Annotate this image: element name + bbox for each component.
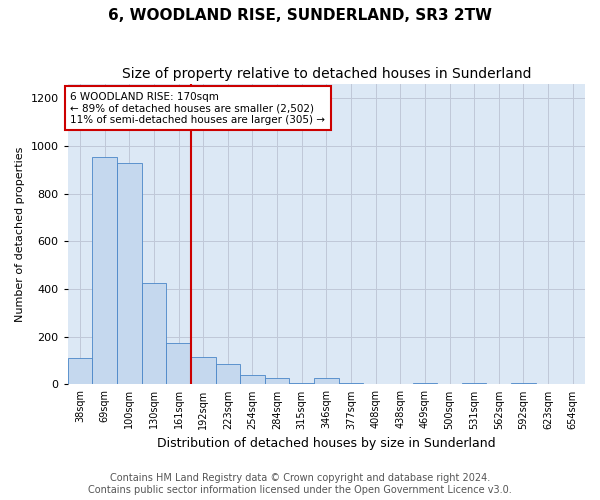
Bar bbox=[511, 383, 536, 384]
Bar bbox=[92, 157, 117, 384]
Bar bbox=[338, 383, 364, 384]
X-axis label: Distribution of detached houses by size in Sunderland: Distribution of detached houses by size … bbox=[157, 437, 496, 450]
Text: Contains HM Land Registry data © Crown copyright and database right 2024.
Contai: Contains HM Land Registry data © Crown c… bbox=[88, 474, 512, 495]
Text: 6, WOODLAND RISE, SUNDERLAND, SR3 2TW: 6, WOODLAND RISE, SUNDERLAND, SR3 2TW bbox=[108, 8, 492, 22]
Bar bbox=[191, 357, 215, 384]
Y-axis label: Number of detached properties: Number of detached properties bbox=[15, 146, 25, 322]
Bar bbox=[462, 383, 487, 384]
Bar bbox=[289, 383, 314, 384]
Bar bbox=[413, 383, 437, 384]
Bar bbox=[240, 375, 265, 384]
Bar bbox=[166, 342, 191, 384]
Bar bbox=[117, 162, 142, 384]
Bar bbox=[314, 378, 338, 384]
Bar bbox=[215, 364, 240, 384]
Bar bbox=[68, 358, 92, 384]
Title: Size of property relative to detached houses in Sunderland: Size of property relative to detached ho… bbox=[122, 68, 531, 82]
Bar bbox=[142, 283, 166, 384]
Text: 6 WOODLAND RISE: 170sqm
← 89% of detached houses are smaller (2,502)
11% of semi: 6 WOODLAND RISE: 170sqm ← 89% of detache… bbox=[70, 92, 325, 125]
Bar bbox=[265, 378, 289, 384]
